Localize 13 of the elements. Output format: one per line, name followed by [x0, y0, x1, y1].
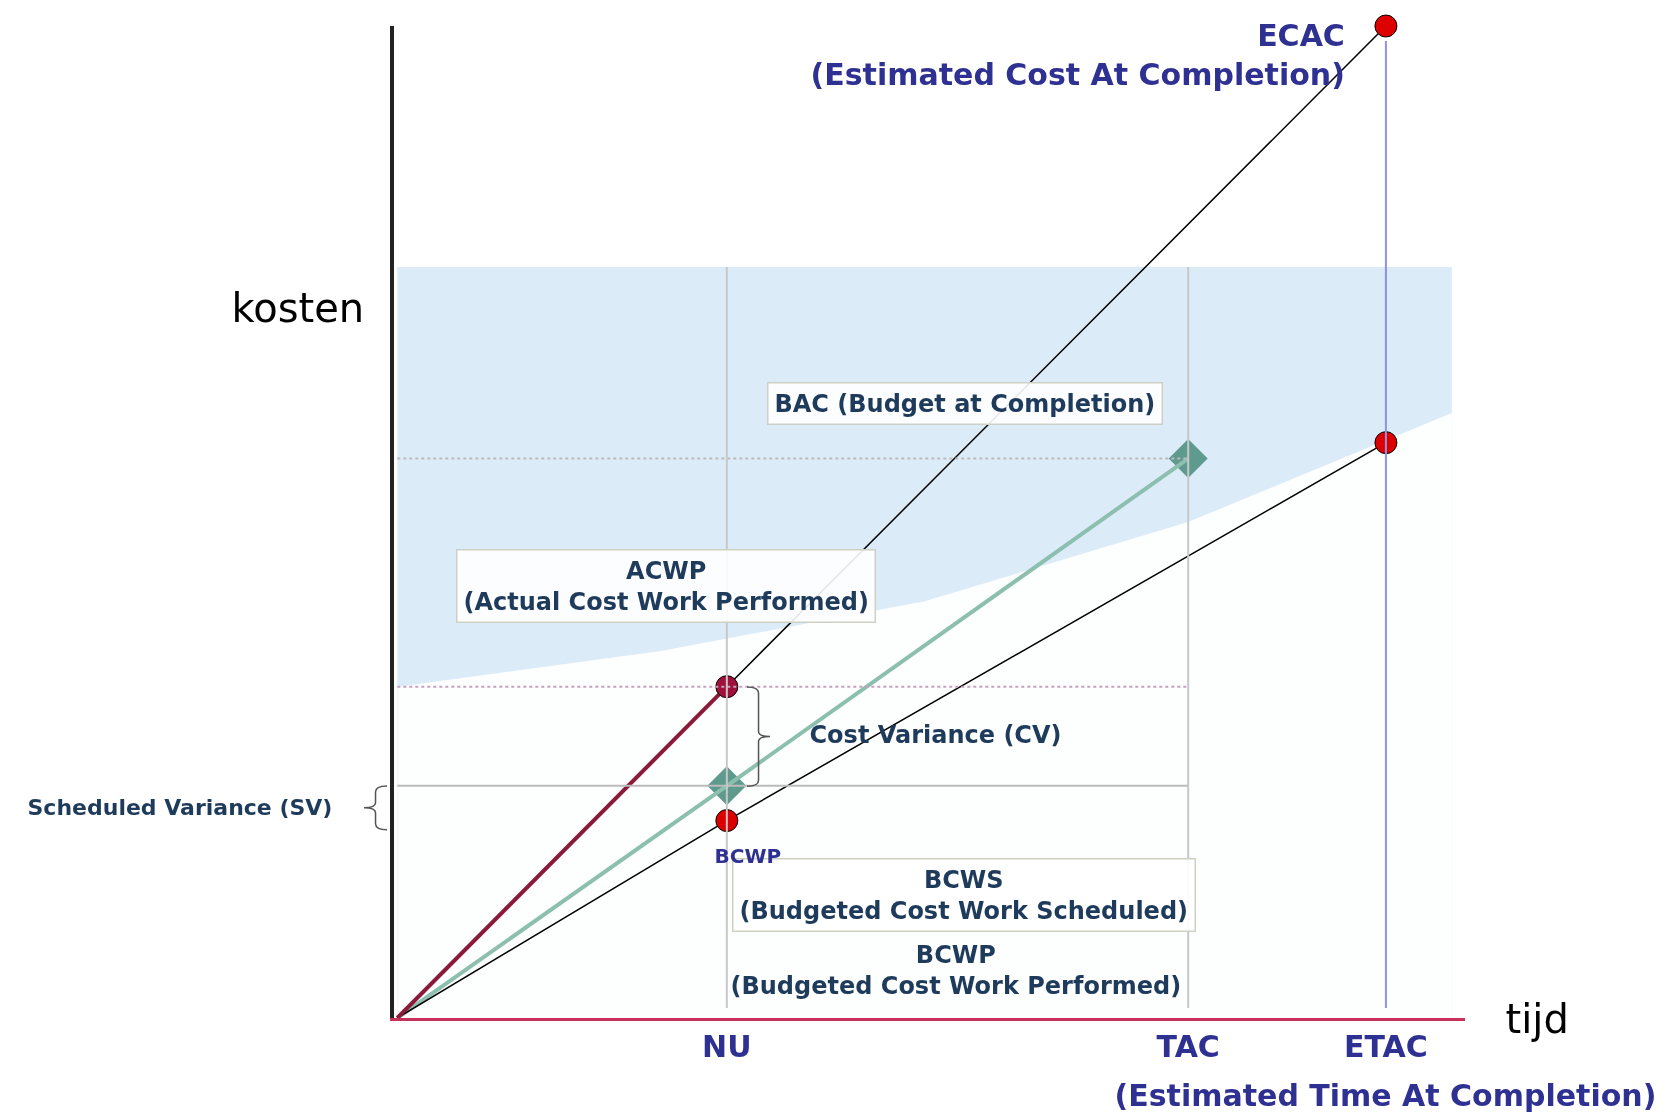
y-axis-title: kosten: [231, 284, 365, 331]
annotation: BCWP: [714, 843, 782, 868]
annotation: ACWP (Actual Cost Work Performed): [463, 556, 869, 616]
x-tick-label: TAC: [1156, 1029, 1220, 1064]
text: Scheduled Variance (SV): [27, 794, 333, 820]
annotation: BAC (Budget at Completion): [774, 389, 1156, 418]
annotation: BCWP (Budgeted Cost Work Performed): [730, 940, 1182, 1000]
annotation: BCWS (Budgeted Cost Work Scheduled): [739, 865, 1189, 925]
x-tick-label: ETAC: [1343, 1029, 1428, 1064]
text: (Estimated Time At Completion): [1114, 1077, 1657, 1113]
x-axis-title: tijd: [1505, 995, 1569, 1042]
annotation: Cost Variance (CV): [809, 720, 1062, 749]
x-tick-label: NU: [702, 1029, 752, 1064]
